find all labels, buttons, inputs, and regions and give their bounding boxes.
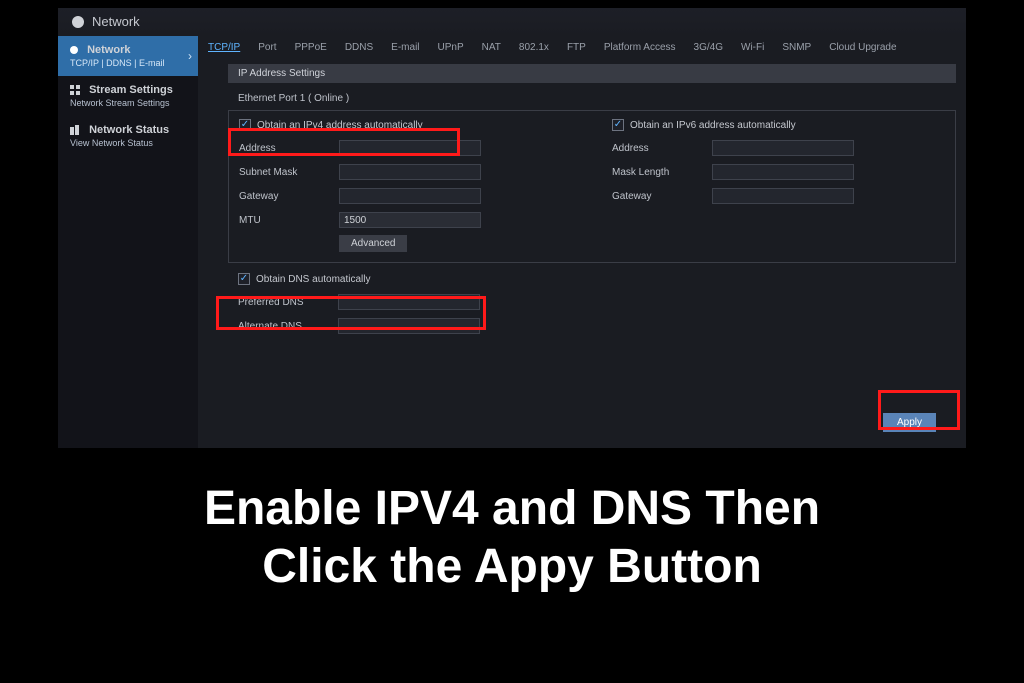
ipv4-mtu-input[interactable] [339, 212, 481, 228]
tab-upnp[interactable]: UPnP [436, 42, 466, 53]
advanced-button[interactable]: Advanced [339, 235, 407, 252]
page-header: Network [58, 8, 966, 36]
tab-tcpip[interactable]: TCP/IP [206, 42, 242, 53]
dns-alternate-input[interactable] [338, 318, 480, 334]
ipv4-gateway-input[interactable] [339, 188, 481, 204]
ip-fieldset: ✓ Obtain an IPv4 address automatically A… [228, 110, 956, 263]
caption-line-1: Enable IPV4 and DNS Then [40, 480, 984, 538]
ipv4-auto-label: Obtain an IPv4 address automatically [257, 120, 423, 131]
sidebar-item-label: Network Status [89, 124, 169, 136]
check-icon: ✓ [241, 120, 249, 130]
sidebar-item-network-status[interactable]: Network Status View Network Status [58, 116, 198, 156]
grid-icon [70, 85, 80, 95]
check-icon: ✓ [240, 274, 248, 284]
dot-icon [70, 46, 78, 54]
tab-pppoe[interactable]: PPPoE [293, 42, 329, 53]
bars-icon [70, 125, 80, 135]
ethernet-port-label: Ethernet Port 1 ( Online ) [238, 93, 956, 104]
tab-snmp[interactable]: SNMP [780, 42, 813, 53]
tab-cloud-upgrade[interactable]: Cloud Upgrade [827, 42, 898, 53]
nvr-settings-screenshot: Network TCP/IP Port PPPoE DDNS E-mail UP… [58, 8, 966, 448]
dns-preferred-input[interactable] [338, 294, 480, 310]
tab-wifi[interactable]: Wi-Fi [739, 42, 766, 53]
top-tab-nav: TCP/IP Port PPPoE DDNS E-mail UPnP NAT 8… [198, 36, 966, 58]
dns-auto-checkbox[interactable]: ✓ [238, 273, 250, 285]
sidebar-item-label: Stream Settings [89, 84, 173, 96]
main-panel: IP Address Settings Ethernet Port 1 ( On… [198, 58, 966, 448]
chevron-right-icon: › [188, 49, 192, 63]
caption-line-2: Click the Appy Button [40, 538, 984, 596]
ipv6-gateway-label: Gateway [612, 191, 712, 202]
tab-8021x[interactable]: 802.1x [517, 42, 551, 53]
ipv4-mtu-label: MTU [239, 215, 339, 226]
ipv6-address-input[interactable] [712, 140, 854, 156]
ipv6-auto-checkbox[interactable]: ✓ [612, 119, 624, 131]
sidebar-item-stream-settings[interactable]: Stream Settings Network Stream Settings [58, 76, 198, 116]
ipv4-address-label: Address [239, 143, 339, 154]
network-icon [72, 16, 84, 28]
ipv4-subnet-input[interactable] [339, 164, 481, 180]
sidebar-item-label: Network [87, 44, 130, 56]
sidebar-item-sub: View Network Status [70, 138, 190, 148]
sidebar-item-network[interactable]: Network › TCP/IP | DDNS | E-mail [58, 36, 198, 76]
tab-nat[interactable]: NAT [480, 42, 503, 53]
ipv4-address-input[interactable] [339, 140, 481, 156]
ipv6-gateway-input[interactable] [712, 188, 854, 204]
check-icon: ✓ [614, 120, 622, 130]
tab-ftp[interactable]: FTP [565, 42, 588, 53]
ipv4-auto-checkbox[interactable]: ✓ [239, 119, 251, 131]
ipv4-column: ✓ Obtain an IPv4 address automatically A… [239, 119, 572, 252]
instruction-caption: Enable IPV4 and DNS Then Click the Appy … [0, 470, 1024, 595]
ipv6-mask-input[interactable] [712, 164, 854, 180]
dns-alternate-label: Alternate DNS [238, 321, 338, 332]
tab-email[interactable]: E-mail [389, 42, 421, 53]
ipv6-mask-label: Mask Length [612, 167, 712, 178]
ipv4-subnet-label: Subnet Mask [239, 167, 339, 178]
page-title: Network [92, 14, 140, 29]
tab-3g4g[interactable]: 3G/4G [692, 42, 725, 53]
tab-port[interactable]: Port [256, 42, 278, 53]
sidebar: Network › TCP/IP | DDNS | E-mail Stream … [58, 36, 198, 448]
ipv6-address-label: Address [612, 143, 712, 154]
apply-button[interactable]: Apply [883, 413, 936, 432]
ipv4-gateway-label: Gateway [239, 191, 339, 202]
section-header: IP Address Settings [228, 64, 956, 83]
ipv6-auto-label: Obtain an IPv6 address automatically [630, 120, 796, 131]
dns-block: ✓ Obtain DNS automatically Preferred DNS… [238, 273, 956, 337]
dns-preferred-label: Preferred DNS [238, 297, 338, 308]
tab-platform-access[interactable]: Platform Access [602, 42, 678, 53]
sidebar-item-sub: Network Stream Settings [70, 98, 190, 108]
sidebar-item-sub: TCP/IP | DDNS | E-mail [70, 58, 190, 68]
ipv6-column: ✓ Obtain an IPv6 address automatically A… [612, 119, 945, 252]
tab-ddns[interactable]: DDNS [343, 42, 375, 53]
dns-auto-label: Obtain DNS automatically [256, 274, 371, 285]
